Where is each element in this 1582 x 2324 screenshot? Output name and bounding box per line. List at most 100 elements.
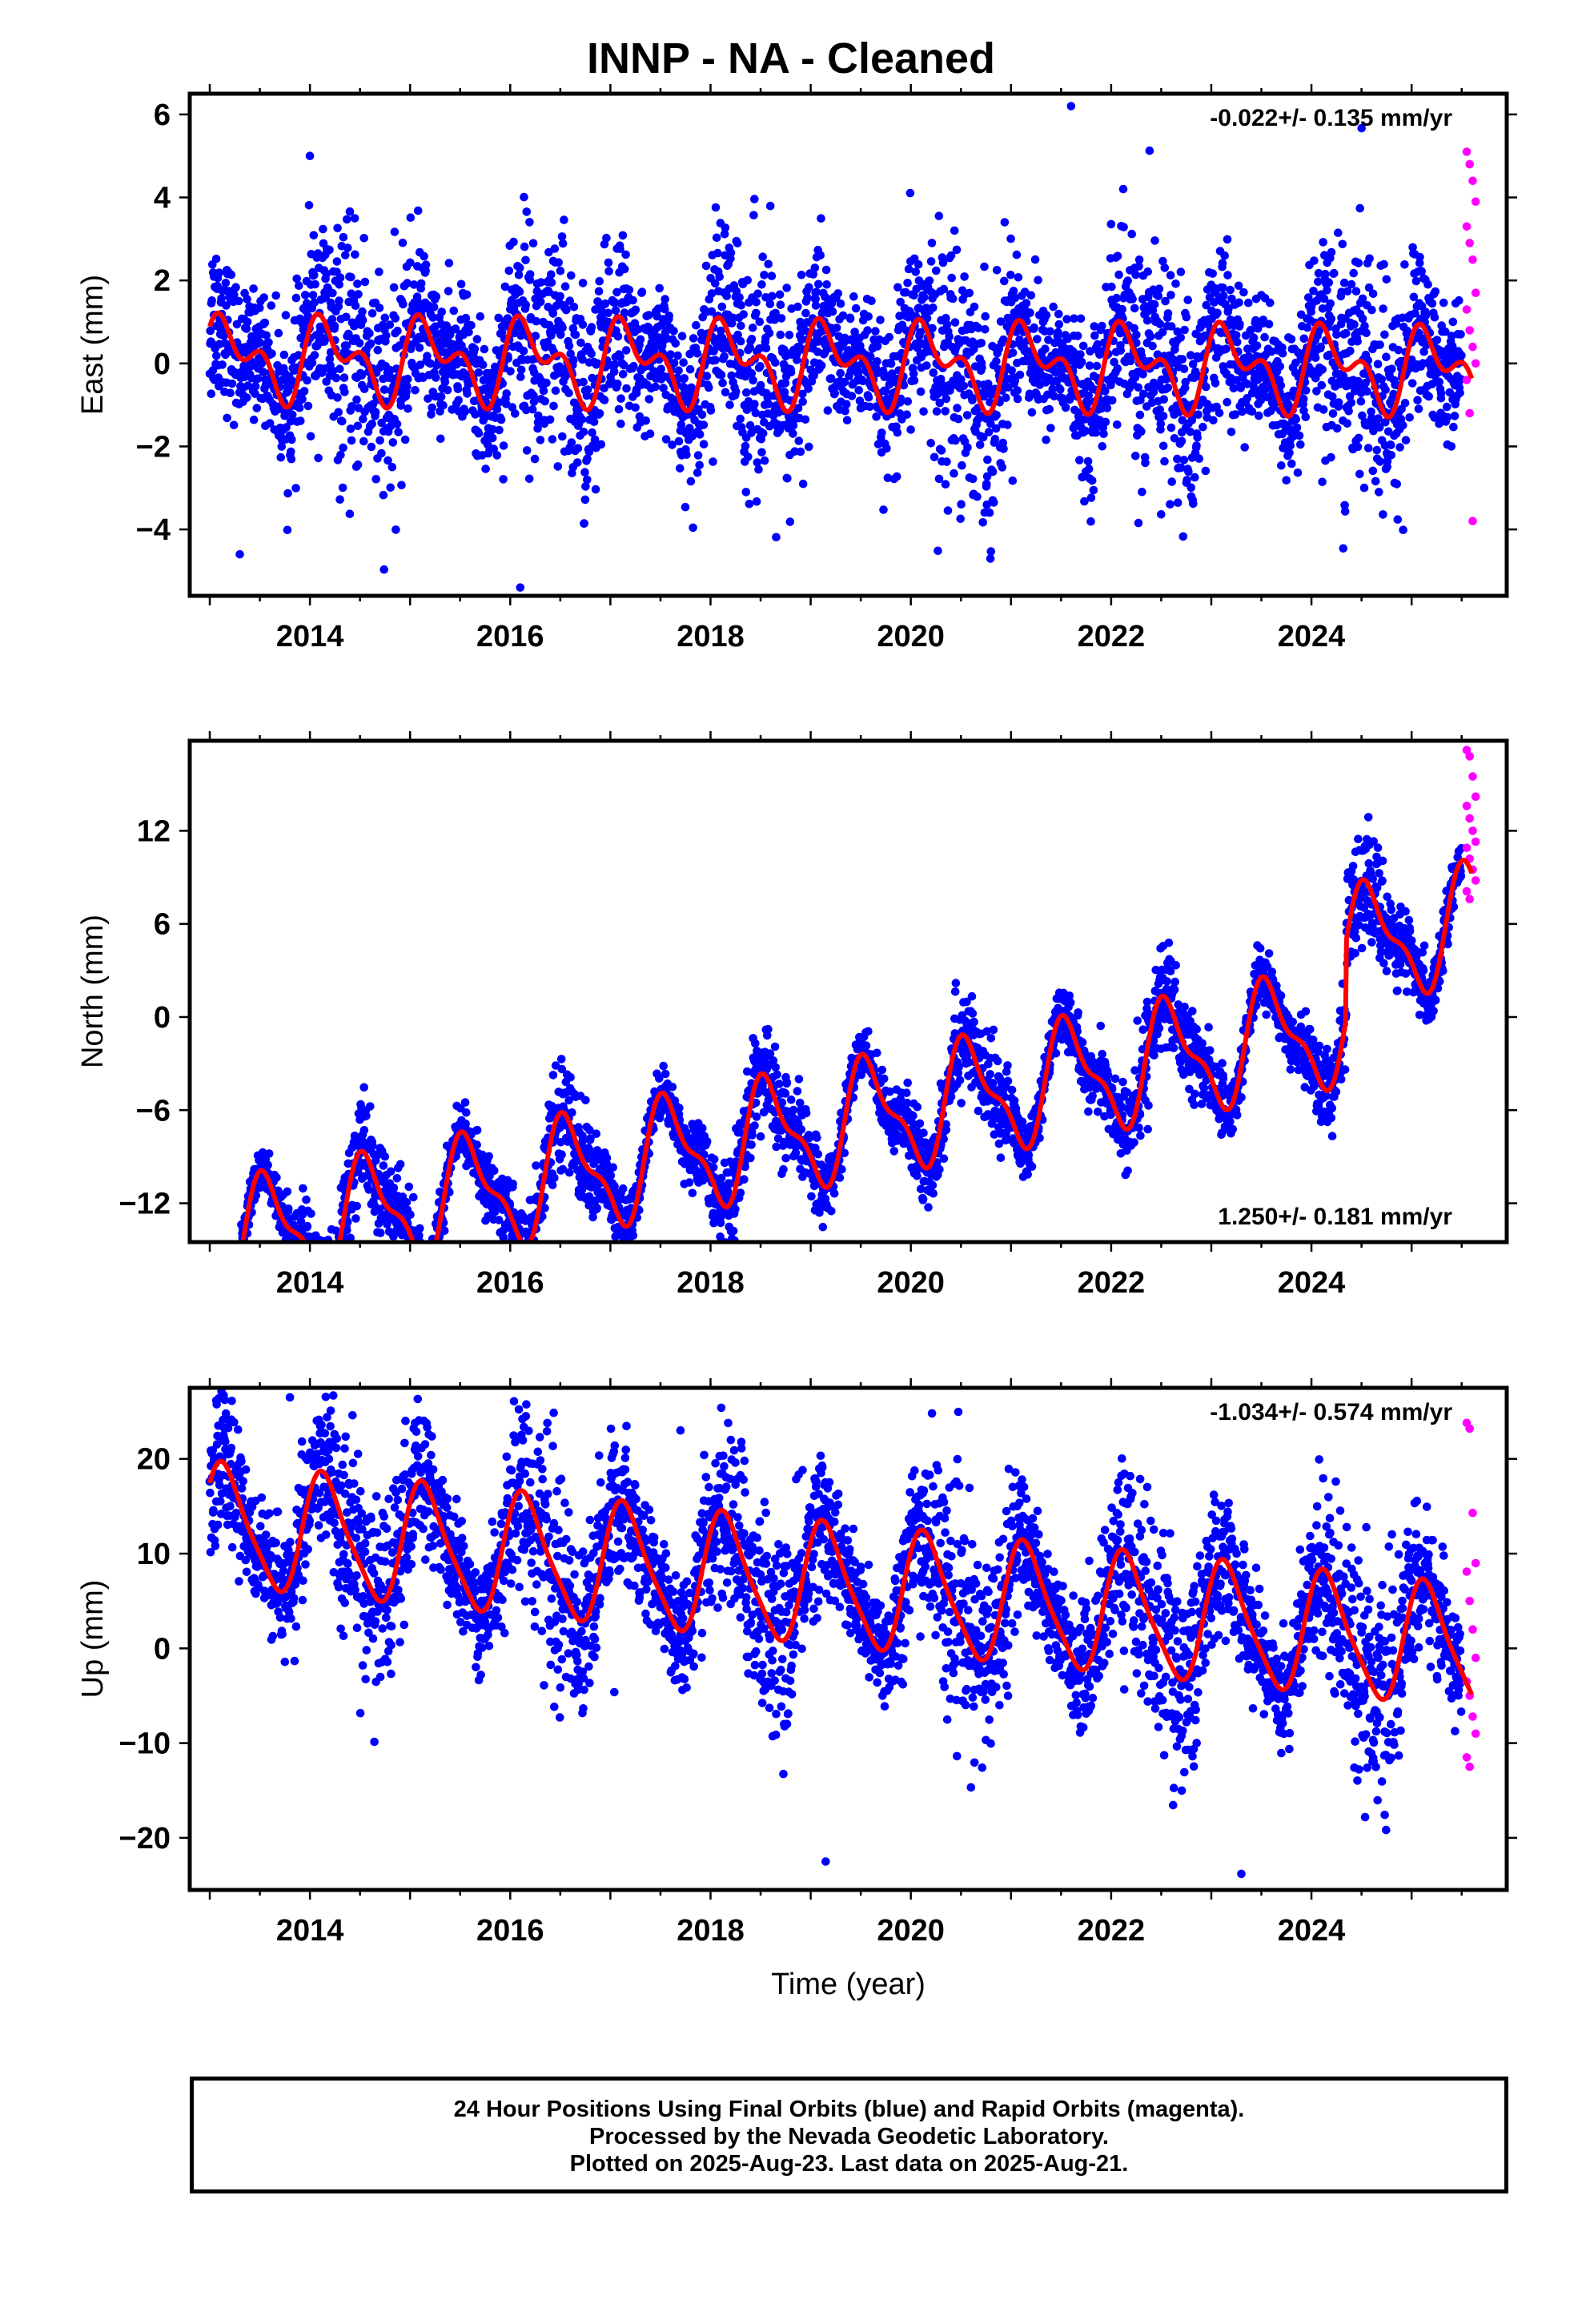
final-point xyxy=(334,1252,343,1261)
final-point xyxy=(1182,312,1191,322)
final-point xyxy=(1056,385,1065,394)
final-point xyxy=(986,419,995,428)
final-point xyxy=(235,1277,244,1285)
final-point xyxy=(777,314,786,323)
final-point xyxy=(1432,336,1442,344)
final-point xyxy=(514,270,524,279)
final-point xyxy=(947,273,956,283)
final-point xyxy=(836,300,845,308)
final-point xyxy=(391,525,400,534)
final-point xyxy=(406,258,415,267)
final-point xyxy=(1075,456,1084,464)
final-point xyxy=(406,344,416,354)
final-point xyxy=(833,289,842,298)
final-point xyxy=(567,438,576,447)
final-point xyxy=(942,457,951,466)
final-point xyxy=(842,416,852,424)
final-point xyxy=(1414,404,1423,413)
final-point xyxy=(1276,380,1286,390)
final-point xyxy=(400,1261,409,1269)
final-point xyxy=(338,416,347,426)
final-point xyxy=(428,403,436,412)
final-point xyxy=(228,1281,237,1290)
final-point xyxy=(529,397,539,406)
final-point xyxy=(1091,428,1100,437)
final-point xyxy=(712,233,721,243)
final-point xyxy=(304,1257,313,1266)
final-point xyxy=(516,263,524,272)
final-point xyxy=(1382,352,1391,362)
final-point xyxy=(391,1245,400,1254)
final-point xyxy=(701,261,711,271)
final-point xyxy=(729,313,737,323)
final-point xyxy=(737,301,745,310)
final-point xyxy=(1131,452,1140,460)
final-point xyxy=(379,385,389,394)
final-point xyxy=(213,281,222,291)
final-point xyxy=(749,376,757,385)
final-point xyxy=(893,283,902,292)
final-point xyxy=(936,375,946,384)
final-point xyxy=(1098,321,1106,331)
final-point xyxy=(218,360,227,369)
final-point xyxy=(1303,323,1312,332)
final-point xyxy=(502,389,511,398)
final-point xyxy=(439,400,448,410)
final-point xyxy=(932,266,941,275)
final-point xyxy=(218,1326,227,1335)
final-point xyxy=(1166,271,1175,280)
final-point xyxy=(959,381,968,391)
final-point xyxy=(259,293,269,302)
final-point xyxy=(472,1140,481,1149)
final-point xyxy=(488,424,497,434)
final-point xyxy=(383,456,392,465)
final-point xyxy=(631,403,640,412)
final-point xyxy=(321,292,331,301)
final-point xyxy=(213,1284,222,1293)
final-point xyxy=(661,435,671,444)
final-point xyxy=(677,332,687,341)
final-point xyxy=(932,407,942,416)
final-point xyxy=(432,1261,441,1269)
final-point xyxy=(341,1248,350,1256)
final-point xyxy=(298,395,307,404)
final-point xyxy=(545,415,555,424)
final-point xyxy=(548,1180,557,1190)
final-point xyxy=(225,1297,234,1305)
final-point xyxy=(514,1254,523,1263)
rapid-point xyxy=(1465,159,1474,169)
final-point xyxy=(830,388,840,398)
final-point xyxy=(886,359,896,368)
final-point xyxy=(310,271,319,279)
final-point xyxy=(872,412,881,421)
final-point xyxy=(661,304,669,314)
final-point xyxy=(1076,314,1086,324)
final-point xyxy=(428,1255,436,1264)
final-point xyxy=(1213,308,1222,318)
final-point xyxy=(927,239,937,247)
final-point xyxy=(757,280,766,289)
final-point xyxy=(1363,444,1373,452)
final-point xyxy=(1392,480,1401,489)
final-point xyxy=(1098,442,1107,451)
final-point xyxy=(1044,336,1053,344)
final-point xyxy=(906,425,915,434)
final-point xyxy=(444,287,453,296)
final-point xyxy=(689,523,697,533)
final-point xyxy=(1371,476,1380,486)
final-point xyxy=(554,258,563,267)
rapid-point xyxy=(1465,408,1474,418)
final-point xyxy=(674,366,683,376)
final-point xyxy=(1365,254,1374,263)
final-point xyxy=(444,259,454,267)
final-point xyxy=(332,257,342,266)
final-point xyxy=(922,361,931,370)
final-point xyxy=(522,446,532,455)
final-point xyxy=(604,258,613,267)
final-point xyxy=(1092,361,1102,371)
final-point xyxy=(727,371,736,380)
final-point xyxy=(620,264,629,274)
final-point xyxy=(386,1167,396,1176)
final-point xyxy=(1375,340,1384,349)
